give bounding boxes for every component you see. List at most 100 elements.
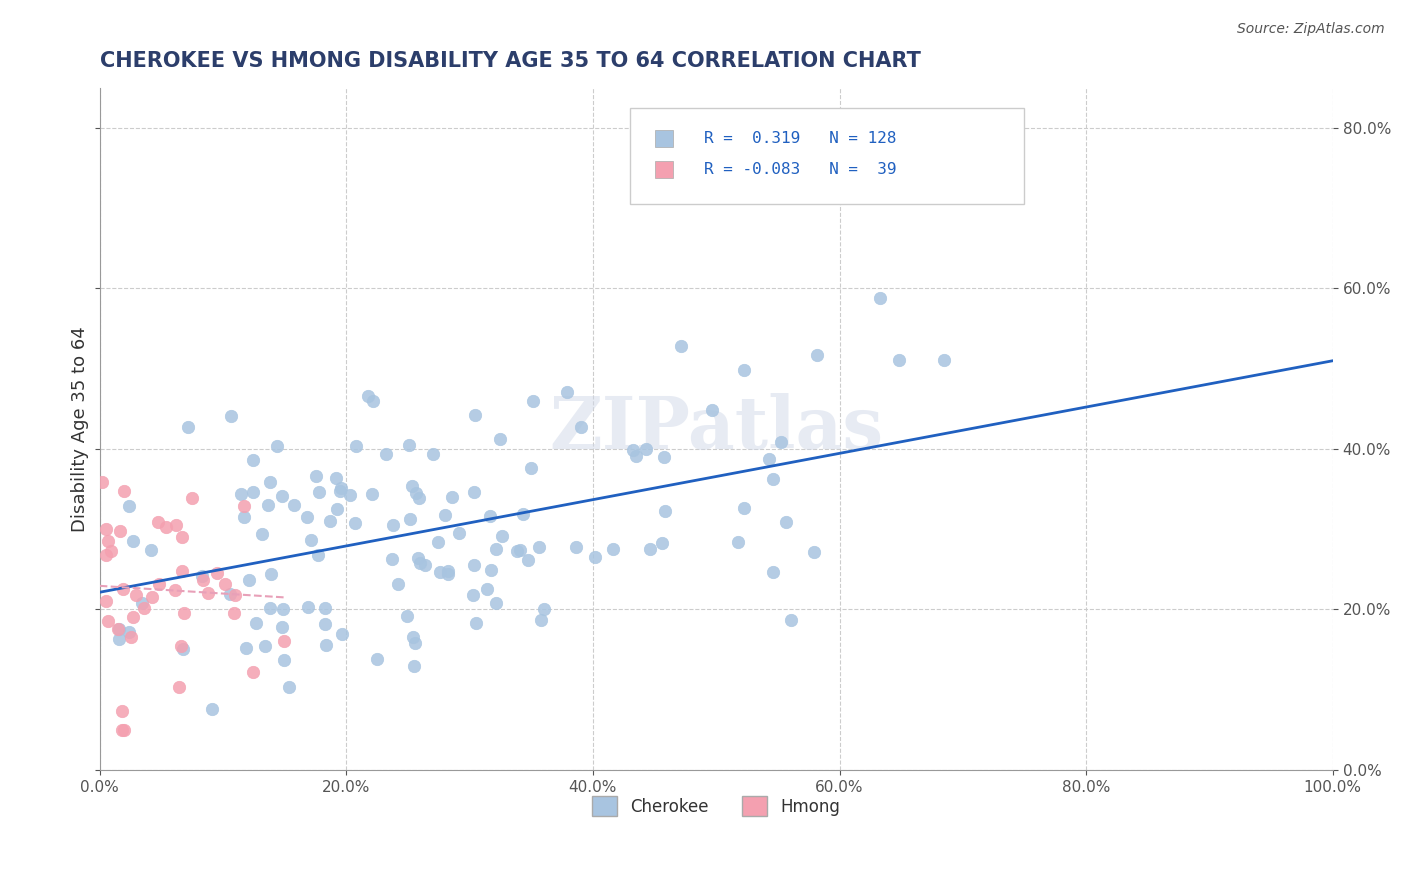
Point — [360, 487, 382, 501]
Text: Source: ZipAtlas.com: Source: ZipAtlas.com — [1237, 22, 1385, 37]
Text: R =  0.319   N = 128: R = 0.319 N = 128 — [704, 131, 897, 146]
Text: R = -0.083   N =  39: R = -0.083 N = 39 — [704, 162, 897, 177]
Point — [165, 518, 187, 533]
Point — [381, 517, 404, 532]
Point — [361, 394, 384, 409]
Point — [91, 475, 114, 489]
Point — [404, 635, 426, 649]
Point — [295, 509, 318, 524]
Point — [624, 449, 647, 463]
Point — [283, 498, 305, 512]
Point — [299, 533, 322, 547]
Point — [254, 640, 277, 654]
Point — [583, 549, 606, 564]
Point — [314, 601, 336, 615]
Point — [339, 488, 361, 502]
Point — [120, 630, 142, 644]
Point — [177, 420, 200, 434]
Point — [108, 524, 131, 538]
Point — [122, 533, 145, 548]
Point — [297, 599, 319, 614]
Point — [141, 590, 163, 604]
Point — [259, 601, 281, 615]
Point — [111, 582, 134, 596]
Point — [533, 602, 555, 616]
Point — [762, 472, 785, 486]
Point — [250, 527, 273, 541]
Point — [522, 394, 544, 409]
Point — [654, 504, 676, 518]
Point — [733, 362, 755, 376]
Point — [242, 453, 264, 467]
Point — [112, 723, 135, 737]
Point — [155, 520, 177, 534]
Point — [396, 609, 419, 624]
Point — [108, 622, 131, 636]
Point — [555, 385, 578, 400]
Point — [934, 353, 956, 368]
Point — [96, 548, 118, 562]
Point — [512, 507, 534, 521]
Point — [173, 606, 195, 620]
Point — [638, 542, 661, 557]
Point — [242, 665, 264, 679]
Point — [273, 633, 295, 648]
Point — [434, 508, 457, 523]
Point — [271, 602, 294, 616]
Point — [97, 614, 120, 628]
Point — [180, 491, 202, 505]
Point — [97, 533, 120, 548]
Point — [770, 435, 793, 450]
Point — [107, 623, 129, 637]
Point — [375, 447, 398, 461]
Point — [271, 489, 294, 503]
Point — [221, 409, 243, 423]
Point — [387, 576, 409, 591]
Point — [780, 613, 803, 627]
Point — [191, 568, 214, 582]
Point — [652, 450, 675, 464]
Point — [398, 438, 420, 452]
Point — [634, 442, 657, 457]
Text: CHEROKEE VS HMONG DISABILITY AGE 35 TO 64 CORRELATION CHART: CHEROKEE VS HMONG DISABILITY AGE 35 TO 6… — [100, 51, 921, 70]
Point — [479, 563, 502, 577]
Point — [485, 541, 508, 556]
Point — [224, 588, 246, 602]
Point — [530, 613, 553, 627]
Bar — [655, 130, 673, 147]
Point — [94, 594, 117, 608]
Point — [413, 558, 436, 572]
Point — [308, 485, 330, 500]
Point — [259, 475, 281, 490]
Point — [671, 338, 693, 352]
Point — [330, 481, 353, 495]
Point — [273, 653, 295, 667]
Point — [463, 558, 485, 572]
Point — [366, 652, 388, 666]
Point — [260, 566, 283, 581]
Point — [402, 630, 425, 644]
Point — [277, 680, 299, 694]
Point — [343, 516, 366, 531]
Point — [318, 514, 340, 528]
Point — [111, 723, 134, 737]
Point — [441, 490, 464, 504]
Point — [148, 577, 170, 591]
Point — [806, 348, 828, 362]
Point — [270, 620, 292, 634]
Point — [399, 512, 422, 526]
Point — [112, 484, 135, 499]
Point — [408, 550, 430, 565]
FancyBboxPatch shape — [630, 108, 1025, 203]
Point — [305, 469, 328, 483]
Point — [170, 639, 193, 653]
Point — [465, 615, 488, 630]
Point — [475, 582, 498, 596]
Point — [381, 552, 404, 566]
Point — [165, 582, 187, 597]
Point — [314, 617, 336, 632]
Point — [408, 491, 430, 505]
Point — [887, 352, 910, 367]
Point — [191, 574, 214, 588]
Y-axis label: Disability Age 35 to 64: Disability Age 35 to 64 — [72, 326, 89, 532]
